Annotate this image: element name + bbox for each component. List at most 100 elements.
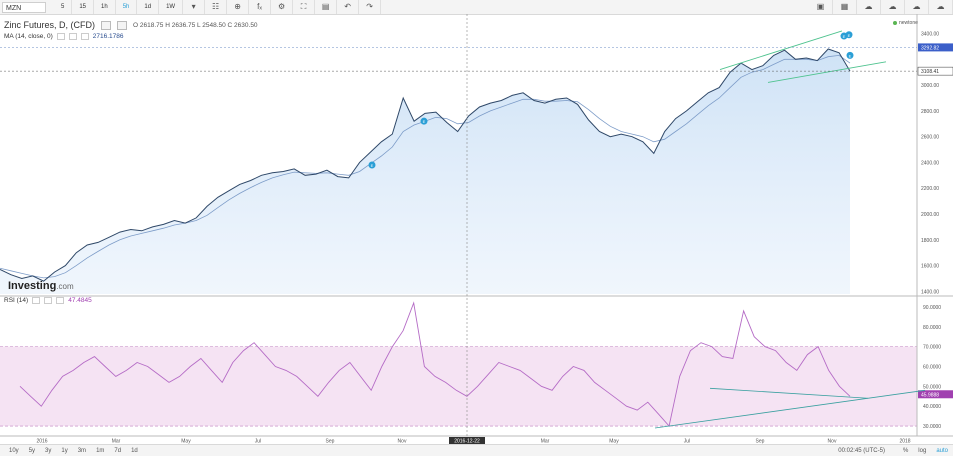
price-tick-label: 1600.00 xyxy=(921,264,939,270)
crosshair-date-text: 2016-12-22 xyxy=(454,439,480,445)
interval-button[interactable]: 5h xyxy=(116,0,138,14)
time-tick-label: May xyxy=(609,439,619,445)
time-tick-label: 2016 xyxy=(36,439,47,445)
time-tick-label: Nov xyxy=(398,439,407,445)
compare-icon[interactable]: ⊕ xyxy=(227,0,250,14)
event-marker-label: E xyxy=(848,33,851,38)
event-marker-dot xyxy=(420,117,428,125)
chart-title: Zinc Futures, D, (CFD) xyxy=(4,20,96,30)
rsi-tick-label: 60.0000 xyxy=(923,364,941,370)
template-icon[interactable]: ▤ xyxy=(315,0,338,14)
auto-toggle[interactable]: auto xyxy=(936,447,948,454)
legend-settings-icon[interactable] xyxy=(68,33,77,40)
range-button[interactable]: 3m xyxy=(77,447,87,454)
symbol-input[interactable]: MZN xyxy=(2,1,46,13)
rsi-label: RSI (14) xyxy=(4,297,29,304)
high-price-text: 3292.82 xyxy=(921,45,939,51)
rsi-pane xyxy=(0,301,917,427)
interval-button[interactable]: 5 xyxy=(54,0,73,14)
chart-area: 1400.00 1600.00 1800.00 2000.00 2200.00 2400.… xyxy=(0,14,953,444)
event-marker-dot xyxy=(845,31,853,39)
high-price-badge: 3292.82 xyxy=(918,43,953,52)
interval-button[interactable]: 1h xyxy=(94,0,116,14)
last-price-text: 3108.41 xyxy=(921,69,939,75)
range-button[interactable]: 1d xyxy=(131,447,138,454)
cloud-icon[interactable]: ☁ xyxy=(905,0,929,14)
price-tick-label: 2200.00 xyxy=(921,186,939,192)
legend-settings-icon[interactable] xyxy=(117,21,128,30)
legend-close-icon[interactable] xyxy=(56,297,65,304)
interval-group: 5 15 1h 5h 1d 1W xyxy=(54,0,184,14)
legend-settings-icon[interactable] xyxy=(44,297,53,304)
price-tick-label: 2400.00 xyxy=(921,160,939,166)
event-marker-label: E xyxy=(843,34,846,39)
range-button[interactable]: 1m xyxy=(96,447,105,454)
rsi-value-box xyxy=(918,390,953,399)
percent-toggle[interactable]: % xyxy=(902,447,909,454)
undo-icon[interactable]: ↶ xyxy=(337,0,360,14)
settings-icon[interactable]: ⚙ xyxy=(271,0,294,14)
event-marker-label: E xyxy=(371,163,374,168)
time-tick-label: Jul xyxy=(255,439,261,445)
log-toggle[interactable]: log xyxy=(918,447,927,454)
range-button[interactable]: 3y xyxy=(45,447,52,454)
rsi-trendline-upper xyxy=(709,387,869,399)
fullscreen-icon[interactable]: ⛶ xyxy=(293,0,316,14)
redo-icon[interactable]: ↷ xyxy=(359,0,382,14)
time-tick-label: 2018 xyxy=(899,439,910,445)
legend-eye-icon[interactable] xyxy=(101,21,112,30)
price-tick-label: 1400.00 xyxy=(921,289,939,295)
chart-legend: Zinc Futures, D, (CFD) O 2618.75 H 2636.… xyxy=(4,20,258,42)
rsi-value-badge: 45.9888 xyxy=(918,390,953,399)
cloud-icon[interactable]: ☁ xyxy=(857,0,881,14)
ma-value: 2716.1786 xyxy=(92,33,124,40)
cloud-icon[interactable]: ☁ xyxy=(929,0,953,14)
layout-icon[interactable]: ▦ xyxy=(833,0,857,14)
event-marker: E xyxy=(420,117,428,125)
legend-eye-icon[interactable] xyxy=(56,33,65,40)
range-button[interactable]: 5y xyxy=(28,447,36,454)
interval-button[interactable]: 1d xyxy=(137,0,160,14)
event-marker-dot xyxy=(368,161,376,169)
price-tick-label: 1800.00 xyxy=(921,238,939,244)
last-price-box xyxy=(917,66,953,76)
crosshair-date-box xyxy=(449,437,485,444)
rsi-tick-label: 50.0000 xyxy=(923,384,941,390)
range-button[interactable]: 7d xyxy=(114,447,122,454)
legend-close-icon[interactable] xyxy=(80,33,89,40)
event-marker: E xyxy=(845,31,853,39)
overlay: EEE EE xyxy=(0,14,926,436)
rsi-tick-label: 70.0000 xyxy=(923,345,941,351)
rsi-legend: RSI (14) 47.4845 xyxy=(4,297,92,304)
chevron-down-icon[interactable]: ▾ xyxy=(183,0,206,14)
rsi-tick-label: 80.0000 xyxy=(923,325,941,331)
rsi-tick-label: 40.0000 xyxy=(923,404,941,410)
indicators-icon[interactable]: fₓ xyxy=(249,0,272,14)
price-tick-label: 3000.00 xyxy=(921,83,939,89)
price-area-fill xyxy=(0,49,850,294)
candles-icon[interactable]: ☷ xyxy=(205,0,228,14)
interval-button[interactable]: 15 xyxy=(72,0,95,14)
event-marker: E xyxy=(368,161,376,169)
time-tick-label: Nov xyxy=(828,439,837,445)
price-line xyxy=(0,48,851,282)
time-tick-label: Sep xyxy=(756,439,765,445)
price-pane xyxy=(0,48,851,294)
interval-button[interactable]: 1W xyxy=(159,0,184,14)
ma-label: MA (14, close, 0) xyxy=(4,33,53,40)
camera-icon[interactable]: ▣ xyxy=(809,0,833,14)
top-toolbar: MZN 5 15 1h 5h 1d 1W ▾ ☷ ⊕ fₓ ⚙ ⛶ ▤ ↶ ↷ ▣ ▦ ☁ ☁ ☁ ☁ xyxy=(0,0,953,15)
time-tick-label: Mar xyxy=(112,439,121,445)
cloud-icon[interactable]: ☁ xyxy=(881,0,905,14)
trendline-lower xyxy=(767,61,887,83)
range-button[interactable]: 10y xyxy=(9,447,19,454)
bottom-bar: 10y 5y 3y 1y 3m 1m 7d 1d 00:02:45 (UTC-5) % log… xyxy=(0,444,953,456)
time-tick-label: Jul xyxy=(684,439,690,445)
range-group: 10y 5y 3y 1y 3m 1m 7d 1d xyxy=(4,448,143,454)
event-marker-label: E xyxy=(423,119,426,124)
dot-icon xyxy=(893,21,897,25)
legend-eye-icon[interactable] xyxy=(32,297,41,304)
range-button[interactable]: 1y xyxy=(61,447,68,454)
time-tick-label: Mar xyxy=(541,439,550,445)
newtone-label: newtone xyxy=(893,20,918,26)
